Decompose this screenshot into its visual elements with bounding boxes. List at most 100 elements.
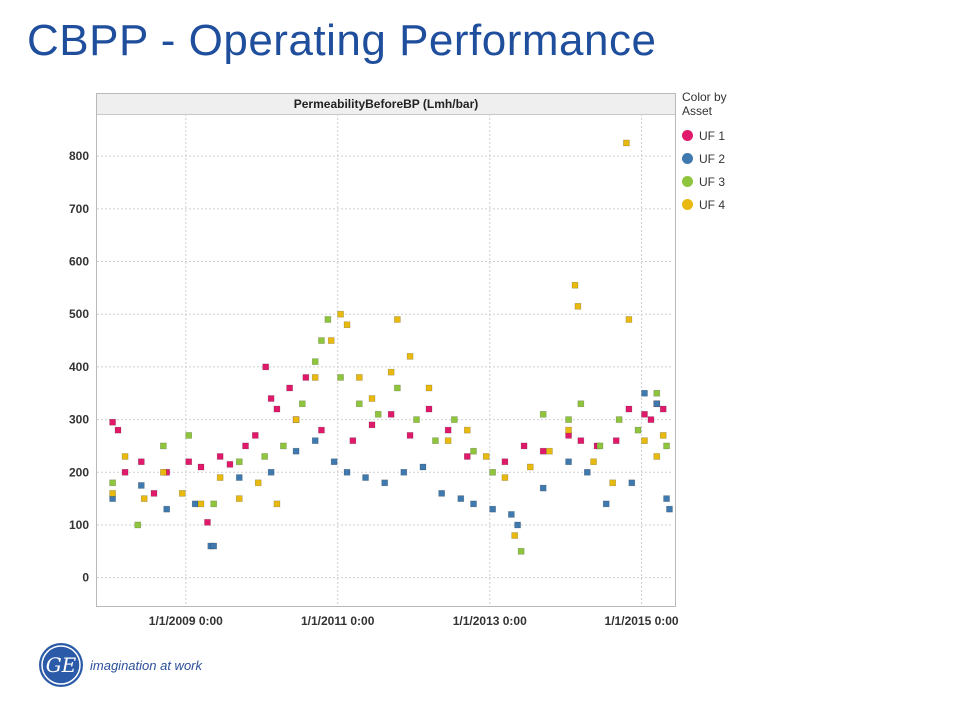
data-point: [641, 437, 648, 444]
data-point: [463, 426, 471, 434]
data-point: [406, 353, 414, 360]
data-point: [590, 458, 597, 466]
data-point: [121, 453, 129, 460]
data-point: [273, 405, 281, 413]
data-point: [374, 411, 382, 418]
data-point: [482, 453, 490, 460]
series-uf-1: [109, 363, 667, 526]
data-point: [565, 416, 572, 423]
data-point: [337, 374, 344, 381]
data-point: [109, 490, 116, 497]
ge-logo-icon: GE: [39, 643, 83, 687]
data-point: [242, 442, 249, 450]
data-point: [419, 463, 427, 471]
data-point: [226, 461, 234, 468]
data-point: [602, 500, 610, 508]
data-point: [565, 458, 572, 466]
data-point: [489, 468, 496, 476]
data-point: [362, 474, 369, 481]
data-point: [204, 519, 211, 526]
data-point: [138, 458, 145, 466]
data-point: [625, 316, 633, 323]
data-point: [216, 453, 224, 460]
series-uf-2: [109, 389, 673, 550]
data-point: [577, 400, 585, 408]
data-point: [432, 437, 439, 444]
data-point: [400, 468, 408, 476]
data-point: [292, 447, 300, 455]
legend-label: UF 2: [699, 151, 726, 166]
data-point: [625, 405, 633, 413]
data-point: [210, 542, 217, 550]
data-point: [267, 395, 275, 402]
data-point: [185, 458, 193, 466]
data-point: [438, 490, 445, 497]
data-point: [280, 442, 287, 450]
data-point: [114, 426, 122, 434]
data-point: [634, 426, 642, 434]
data-point: [413, 416, 420, 423]
data-point: [185, 432, 193, 439]
data-point: [286, 384, 293, 392]
data-point: [343, 321, 351, 329]
data-point: [641, 389, 648, 397]
data-point: [134, 521, 142, 529]
chart-title: PermeabilityBeforeBP (Lmh/bar): [97, 94, 675, 115]
legend-swatch-icon: [682, 199, 693, 210]
data-point: [356, 374, 363, 381]
data-point: [381, 479, 388, 487]
data-point: [520, 442, 528, 450]
data-point: [160, 442, 167, 450]
legend-label: UF 4: [699, 197, 726, 212]
legend-swatch-icon: [682, 153, 693, 164]
data-point: [302, 374, 310, 381]
data-point: [311, 358, 319, 365]
data-point: [394, 384, 401, 392]
data-point: [425, 384, 433, 392]
data-point: [470, 447, 477, 455]
data-point: [501, 474, 509, 481]
data-point: [623, 139, 630, 147]
points-layer: [109, 139, 673, 555]
legend-items: UF 1 UF 2 UF 3 UF 4: [682, 124, 752, 216]
data-point: [311, 374, 319, 381]
data-point: [489, 505, 496, 513]
data-point: [330, 458, 338, 466]
data-point: [406, 432, 414, 439]
data-point: [197, 500, 205, 508]
data-point: [235, 495, 243, 502]
data-point: [197, 463, 205, 471]
data-point: [511, 532, 518, 539]
data-point: [517, 548, 525, 555]
data-point: [387, 368, 395, 376]
data-point: [356, 400, 363, 408]
svg-text:GE: GE: [46, 653, 77, 677]
data-point: [539, 484, 547, 492]
data-point: [609, 479, 616, 487]
legend-item-uf-3: UF 3: [682, 170, 752, 193]
slide-title: CBPP - Operating Performance: [27, 16, 657, 65]
data-point: [628, 479, 636, 487]
data-point: [514, 521, 521, 529]
data-point: [663, 495, 670, 502]
data-point: [501, 458, 509, 466]
data-point: [444, 437, 452, 444]
data-point: [121, 468, 129, 476]
data-point: [647, 416, 655, 423]
footer-tagline: imagination at work: [90, 658, 202, 673]
data-point: [596, 442, 604, 450]
legend-swatch-icon: [682, 176, 693, 187]
legend-swatch-icon: [682, 130, 693, 141]
data-point: [261, 453, 268, 460]
data-point: [109, 479, 116, 487]
data-point: [262, 363, 270, 371]
data-point: [140, 495, 148, 502]
data-point: [659, 432, 667, 439]
data-point: [138, 482, 145, 489]
series-uf-3: [109, 316, 670, 555]
data-point: [368, 395, 376, 402]
legend-title: Color by Asset: [682, 90, 727, 118]
data-point: [612, 437, 620, 444]
data-point: [571, 281, 579, 289]
data-point: [539, 411, 547, 418]
